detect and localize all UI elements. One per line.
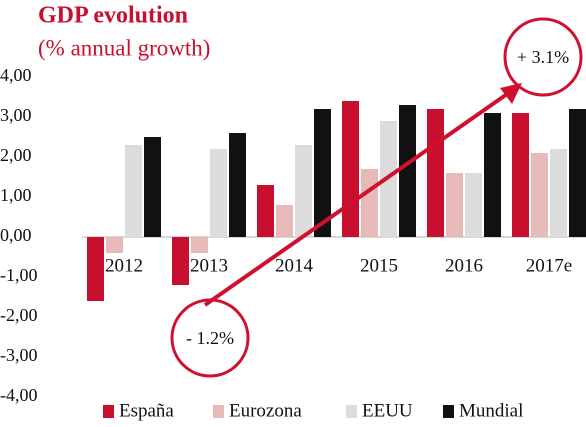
chart-title: GDP evolution [38,3,188,29]
bar [229,133,246,237]
x-tick-label: 2016 [445,255,483,276]
bar [295,145,312,237]
annotation: - 1.2% [186,328,234,348]
bar [144,137,161,237]
legend-swatch [346,405,357,418]
bar [446,173,463,237]
y-tick-label: 1,00 [0,185,32,205]
bar [125,145,142,237]
bar [465,173,482,237]
annotation-circle [503,17,583,97]
y-tick-label: -3,00 [0,345,38,365]
x-tick-label: 2017e [526,255,572,276]
x-tick-label: 2015 [360,255,398,276]
bar [484,113,501,237]
legend-swatch [443,405,454,418]
legend-swatch [103,405,114,418]
y-tick-label: 4,00 [0,65,32,85]
legend-label: Mundial [459,400,523,421]
bar [569,109,586,237]
bar [550,149,567,237]
bar [361,169,378,237]
bar [512,113,529,237]
y-tick-label: -1,00 [0,265,38,285]
legend-label: EEUU [362,400,413,421]
bar [531,153,548,237]
y-tick-label: 3,00 [0,105,32,125]
bar [399,105,416,237]
annotation: + 3.1% [517,47,569,67]
bar [342,101,359,237]
bar [210,149,227,237]
bar [106,237,123,253]
x-tick-label: 2012 [105,255,143,276]
annotation-circle [170,298,250,378]
y-tick-label: 2,00 [0,145,32,165]
bar [257,185,274,237]
arrow-head [500,83,522,104]
bar [87,237,104,301]
legend-label: Eurozona [229,400,302,421]
chart-subtitle: (% annual growth) [38,35,210,60]
x-tick-label: 2013 [190,255,228,276]
bar [172,237,189,285]
x-tick-label: 2014 [275,255,314,276]
y-tick-label: -2,00 [0,305,38,325]
bar [276,205,293,237]
legend-swatch [213,405,224,418]
bar [314,109,331,237]
bar [191,237,208,253]
bar [427,109,444,237]
y-tick-label: -4,00 [0,385,38,405]
arrow [203,90,512,307]
legend-label: España [119,400,174,421]
y-tick-label: 0,00 [0,225,32,245]
